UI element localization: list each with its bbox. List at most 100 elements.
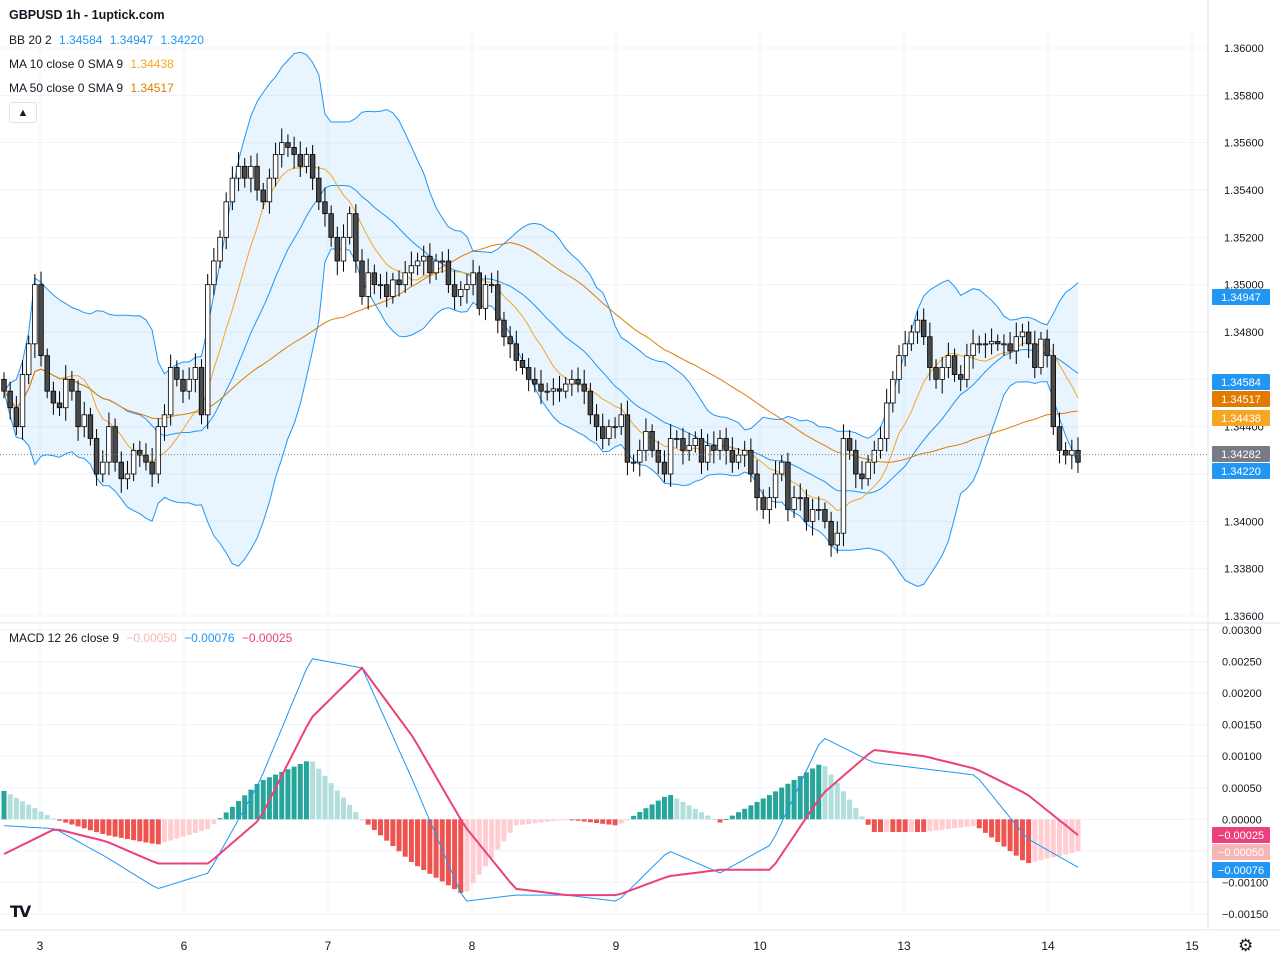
macd-histogram-bar	[859, 816, 865, 820]
candle-bearish	[322, 201, 328, 215]
macd-histogram-bar	[748, 805, 754, 820]
candle-bearish	[532, 378, 538, 385]
macd-histogram-bar	[816, 764, 822, 820]
candle-bearish	[44, 355, 50, 392]
macd-macd-value: −0.00076	[184, 631, 235, 645]
macd-legend[interactable]: MACD 12 26 close 9 −0.00050 −0.00076 −0.…	[9, 631, 296, 645]
candle-bearish	[711, 445, 717, 451]
candle-bullish	[809, 509, 816, 522]
macd-histogram-bar	[526, 819, 532, 825]
candle-bullish	[346, 213, 353, 238]
macd-histogram-bar	[149, 819, 155, 844]
macd-histogram-bar	[785, 783, 791, 820]
macd-histogram-bar	[94, 819, 100, 833]
candle-bearish	[476, 272, 482, 309]
candle-bearish	[525, 367, 532, 380]
macd-histogram-bar	[890, 819, 896, 832]
macd-histogram-bar	[137, 819, 143, 842]
candle-bullish	[248, 165, 254, 179]
candle-bearish	[600, 426, 606, 439]
candle-bearish	[242, 165, 248, 179]
macd-tick-label: 0.00300	[1222, 625, 1262, 637]
ma10-label: MA 10 close 0 SMA 9	[9, 57, 124, 71]
macd-histogram-bar	[297, 763, 303, 820]
macd-tag: −0.00076	[1218, 865, 1264, 877]
candle-bullish	[204, 284, 211, 416]
macd-histogram-bar	[427, 819, 433, 874]
macd-histogram-bar	[736, 812, 742, 820]
candle-bullish	[964, 355, 970, 380]
ma50-line	[3, 241, 1079, 463]
macd-histogram-bar	[637, 812, 643, 820]
candle-bearish	[383, 284, 390, 297]
candle-bullish	[488, 284, 495, 287]
macd-histogram-bar	[921, 819, 927, 832]
ma50-legend[interactable]: MA 50 close 0 SMA 9 1.34517	[9, 81, 178, 95]
bb-legend[interactable]: BB 20 2 1.34584 1.34947 1.34220	[9, 33, 208, 47]
macd-histogram-bar	[618, 819, 624, 824]
candle-bullish	[32, 284, 38, 345]
price-tag-bg	[1212, 374, 1270, 390]
macd-histogram-bar	[631, 815, 637, 820]
candle-bullish	[779, 461, 785, 475]
ma50-value: 1.34517	[130, 81, 174, 95]
candle-bearish	[334, 236, 341, 262]
candle-bearish	[933, 367, 939, 380]
macd-histogram-bar	[742, 808, 748, 820]
candle-bullish	[340, 236, 347, 262]
tradingview-logo[interactable]: TV	[10, 902, 31, 921]
macd-histogram-bar	[365, 819, 371, 825]
candle-bearish	[754, 473, 760, 499]
macd-histogram-bar	[976, 819, 982, 829]
price-tick-label: 1.34800	[1224, 327, 1264, 339]
macd-tick-label: 0.00100	[1222, 751, 1262, 763]
candle-bullish	[674, 438, 680, 440]
macd-histogram-bar	[995, 819, 1001, 842]
candle-bullish	[272, 154, 279, 179]
ma10-legend[interactable]: MA 10 close 0 SMA 9 1.34438	[9, 57, 178, 71]
macd-histogram-bar	[834, 782, 840, 820]
macd-histogram-bar	[359, 819, 365, 821]
candle-bearish	[291, 146, 297, 155]
candle-bullish	[167, 367, 174, 416]
gear-icon[interactable]: ⚙	[1238, 936, 1254, 956]
macd-histogram-bar	[433, 819, 439, 878]
macd-histogram-bar	[1075, 819, 1081, 852]
macd-histogram-bar	[81, 819, 87, 829]
price-tick-label: 1.33800	[1224, 564, 1264, 576]
macd-histogram-bar	[655, 800, 661, 820]
ma10-value: 1.34438	[130, 57, 174, 71]
candle-bullish	[544, 390, 550, 393]
macd-histogram-bar	[773, 791, 779, 820]
macd-histogram-bar	[273, 774, 279, 820]
macd-histogram-bar	[13, 797, 19, 820]
candle-bearish	[75, 390, 81, 428]
candle-bullish	[25, 343, 32, 376]
candle-bullish	[421, 255, 427, 262]
macd-histogram-bar	[57, 819, 63, 821]
candle-bearish	[149, 461, 155, 475]
macd-histogram-bar	[1013, 819, 1019, 856]
candle-bearish	[995, 341, 1001, 345]
bb-lower-value: 1.34220	[160, 33, 204, 47]
price-tag: 1.34438	[1221, 413, 1261, 425]
collapse-legend-button[interactable]: ▲	[9, 102, 37, 123]
macd-histogram-bar	[803, 772, 809, 820]
candle-bullish	[408, 265, 415, 274]
macd-histogram-bar	[396, 819, 402, 852]
macd-tick-label: 0.00050	[1222, 783, 1262, 795]
macd-histogram-bar	[334, 790, 340, 820]
price-tag: 1.34282	[1221, 449, 1261, 461]
candle-bullish	[945, 355, 952, 368]
candle-bearish	[143, 454, 149, 463]
macd-histogram-bar	[260, 779, 266, 820]
bb-basis-line	[3, 185, 1079, 494]
candle-bearish	[445, 260, 452, 286]
macd-histogram-bar	[229, 806, 235, 820]
macd-histogram-bar	[902, 819, 908, 832]
macd-histogram-bar	[563, 819, 569, 821]
macd-histogram-bar	[421, 819, 427, 871]
candle-bearish	[519, 359, 526, 368]
macd-histogram-bar	[507, 819, 513, 833]
